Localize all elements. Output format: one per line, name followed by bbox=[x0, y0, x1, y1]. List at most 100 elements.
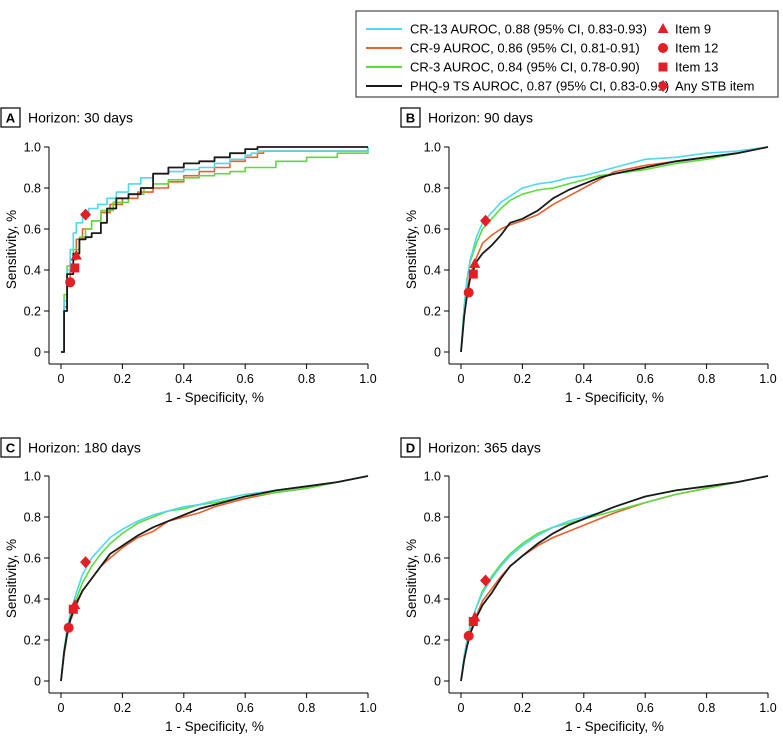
x-axis-label: 1 - Specificity, % bbox=[165, 719, 264, 734]
legend-marker-item-9 bbox=[657, 23, 669, 33]
y-tick-label: 0 bbox=[434, 675, 441, 689]
series-line-phq-9 bbox=[60, 475, 369, 682]
legend-label: CR-9 AUROC, 0.86 (95% CI, 0.81-0.91) bbox=[410, 41, 640, 56]
x-axis-label: 1 - Specificity, % bbox=[565, 390, 664, 405]
point-item-12 bbox=[65, 277, 76, 288]
y-tick-label: 0.2 bbox=[24, 634, 41, 648]
series-line-phq-9 bbox=[460, 475, 769, 682]
y-tick-label: 0.2 bbox=[424, 634, 441, 648]
y-tick-label: 0.8 bbox=[24, 511, 41, 525]
panel-d: D Horizon: 365 days 0 0 0.2 0.2 0.4 0.4 0.6 0.6 0.… bbox=[400, 437, 777, 734]
y-tick-label: 1.0 bbox=[24, 470, 41, 484]
y-tick-label: 0.6 bbox=[24, 223, 41, 237]
x-tick-label: 1.0 bbox=[359, 701, 376, 715]
series-line-cr-13 bbox=[61, 147, 369, 353]
x-tick-label: 0.2 bbox=[114, 701, 131, 715]
legend-label: PHQ-9 TS AUROC, 0.87 (95% CI, 0.83-0.91) bbox=[410, 79, 669, 94]
panel-c: C Horizon: 180 days 0 0 0.2 0.2 0.4 0.4 0.6 0.6 0.… bbox=[0, 437, 377, 734]
x-tick-label: 0 bbox=[458, 701, 465, 715]
y-tick-label: 0.4 bbox=[24, 264, 41, 278]
x-tick-label: 0.4 bbox=[575, 701, 592, 715]
y-axis-label: Sensitivity, % bbox=[4, 539, 19, 618]
y-tick-label: 0.4 bbox=[424, 264, 441, 278]
panel-title: Horizon: 180 days bbox=[28, 440, 141, 456]
x-tick-label: 0.4 bbox=[575, 372, 592, 386]
panel-title: Horizon: 30 days bbox=[28, 110, 133, 126]
panel-title: Horizon: 365 days bbox=[428, 440, 541, 456]
series-line-cr-9 bbox=[60, 475, 369, 682]
legend-marker-item-13 bbox=[658, 62, 668, 72]
y-axis-label: Sensitivity, % bbox=[4, 210, 19, 289]
series-line-phq-9 bbox=[61, 146, 368, 353]
y-tick-label: 0.2 bbox=[424, 305, 441, 319]
legend-label: CR-13 AUROC, 0.88 (95% CI, 0.83-0.93) bbox=[410, 22, 647, 37]
x-tick-label: 0.8 bbox=[298, 372, 315, 386]
series-line-cr-13 bbox=[460, 146, 769, 353]
point-item-13 bbox=[468, 269, 478, 279]
y-tick-label: 0.6 bbox=[424, 223, 441, 237]
point-item-13 bbox=[70, 263, 80, 273]
x-tick-label: 1.0 bbox=[759, 701, 776, 715]
panel-letter-box bbox=[400, 107, 421, 128]
x-tick-label: 0 bbox=[458, 372, 465, 386]
x-tick-label: 0 bbox=[58, 701, 65, 715]
series-line-phq-9 bbox=[460, 146, 769, 353]
legend-label: CR-3 AUROC, 0.84 (95% CI, 0.78-0.90) bbox=[410, 60, 640, 75]
y-tick-label: 1.0 bbox=[424, 141, 441, 155]
panel-b: B Horizon: 90 days 0 0 0.2 0.2 0.4 0.4 0.6 0.6 0.8… bbox=[400, 107, 777, 405]
x-tick-label: 0.2 bbox=[514, 372, 531, 386]
point-any-stb-item bbox=[480, 214, 492, 227]
point-item-9 bbox=[70, 249, 82, 260]
point-item-12 bbox=[63, 622, 74, 633]
y-tick-label: 0.8 bbox=[424, 511, 441, 525]
series-line-cr-9 bbox=[61, 150, 368, 353]
point-any-stb-item bbox=[80, 208, 92, 221]
point-item-13 bbox=[468, 617, 478, 627]
series-line-cr-3 bbox=[460, 146, 769, 353]
x-tick-label: 0.8 bbox=[298, 701, 315, 715]
y-tick-label: 0.2 bbox=[24, 305, 41, 319]
x-tick-label: 0.8 bbox=[698, 701, 715, 715]
legend: CR-13 AUROC, 0.88 (95% CI, 0.83-0.93) CR-… bbox=[355, 10, 779, 98]
panels: A Horizon: 30 days 0 0 0.2 0.2 0.4 0.4 0.6 0.6 0.8… bbox=[0, 107, 777, 734]
y-tick-label: 0.8 bbox=[24, 182, 41, 196]
panel-letter-box bbox=[400, 437, 421, 458]
y-tick-label: 0.8 bbox=[424, 182, 441, 196]
x-tick-label: 0.6 bbox=[637, 701, 654, 715]
panel-a: A Horizon: 30 days 0 0 0.2 0.2 0.4 0.4 0.6 0.6 0.8… bbox=[0, 107, 377, 405]
point-item-12 bbox=[463, 630, 474, 641]
point-any-stb-item bbox=[80, 556, 92, 569]
x-tick-label: 1.0 bbox=[759, 372, 776, 386]
panel-letter: B bbox=[406, 111, 415, 126]
x-axis-label: 1 - Specificity, % bbox=[565, 719, 664, 734]
y-tick-label: 1.0 bbox=[24, 141, 41, 155]
y-tick-label: 0 bbox=[34, 675, 41, 689]
series-line-cr-3 bbox=[61, 147, 369, 353]
series-line-cr-9 bbox=[460, 146, 769, 353]
x-tick-label: 1.0 bbox=[359, 372, 376, 386]
panel-letter: A bbox=[6, 111, 16, 126]
x-tick-label: 0.4 bbox=[175, 372, 192, 386]
point-item-12 bbox=[463, 287, 474, 298]
x-tick-label: 0.2 bbox=[114, 372, 131, 386]
legend-marker-label: Item 12 bbox=[675, 41, 718, 56]
y-tick-label: 0.4 bbox=[424, 593, 441, 607]
legend-marker-label: Item 9 bbox=[675, 22, 711, 37]
x-tick-label: 0.6 bbox=[237, 701, 254, 715]
legend-marker-label: Item 13 bbox=[675, 60, 718, 75]
panel-title: Horizon: 90 days bbox=[428, 110, 533, 126]
y-tick-label: 1.0 bbox=[424, 470, 441, 484]
legend-marker-label: Any STB item bbox=[675, 79, 754, 94]
y-tick-label: 0.6 bbox=[424, 552, 441, 566]
point-any-stb-item bbox=[480, 574, 492, 587]
x-tick-label: 0.4 bbox=[175, 701, 192, 715]
panel-letter: C bbox=[6, 441, 16, 456]
x-tick-label: 0.8 bbox=[698, 372, 715, 386]
legend-box bbox=[355, 10, 779, 98]
x-tick-label: 0 bbox=[58, 372, 65, 386]
y-tick-label: 0.4 bbox=[24, 593, 41, 607]
y-tick-label: 0.6 bbox=[24, 552, 41, 566]
panel-letter-box bbox=[0, 107, 21, 128]
panel-letter: D bbox=[406, 441, 415, 456]
